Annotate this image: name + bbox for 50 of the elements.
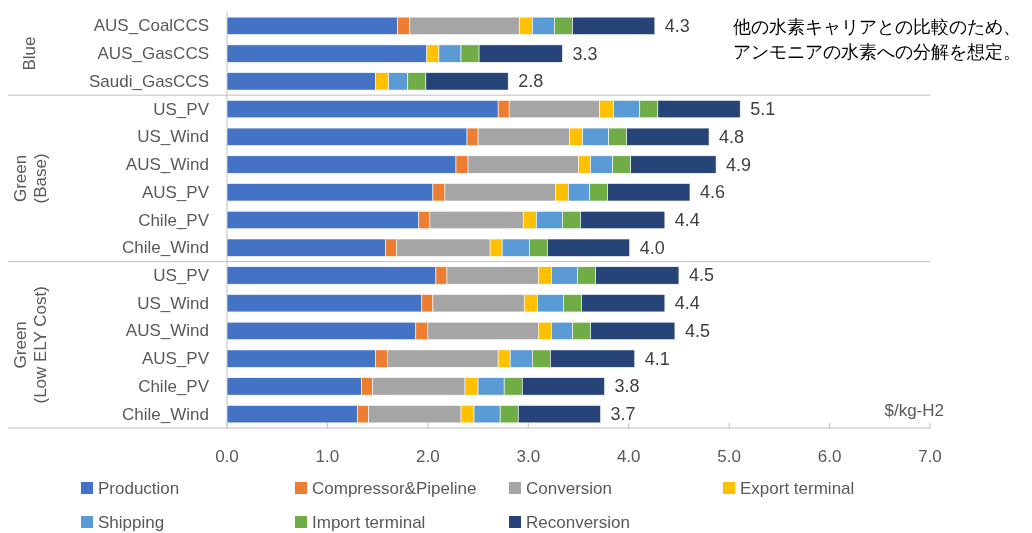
category-label: Chile_PV <box>138 376 209 396</box>
legend-label: Production <box>98 478 180 498</box>
total-label: 4.0 <box>639 237 665 258</box>
group-label: Blue <box>20 36 40 71</box>
group-label: Green (Base) <box>10 153 50 204</box>
total-label: 3.8 <box>614 376 640 397</box>
category-label: US_Wind <box>137 293 209 313</box>
tick-label: 2.0 <box>416 446 440 466</box>
category-label: AUS_Wind <box>125 321 209 341</box>
category-label: Chile_Wind <box>122 238 209 258</box>
axis-title: $/kg-H2 <box>884 400 944 420</box>
category-label: AUS_PV <box>141 182 209 202</box>
total-label: 2.8 <box>518 71 544 92</box>
legend-label: Export terminal <box>740 478 855 498</box>
annotation: 他の水素キャリアとの比較のため、アンモニアの水素への分解を想定。 <box>733 15 1021 62</box>
legend-label: Compressor&Pipeline <box>312 478 477 498</box>
category-label: AUS_Wind <box>125 155 209 175</box>
tick-label: 4.0 <box>616 446 641 466</box>
group-label: Green (Low ELY Cost) <box>10 286 50 404</box>
total-label: 4.4 <box>674 210 700 230</box>
total-label: 5.1 <box>750 99 776 120</box>
total-label: 4.3 <box>664 15 690 36</box>
category-label: US_Wind <box>137 127 209 147</box>
legend-label: Conversion <box>526 478 612 498</box>
legend-label: Shipping <box>98 512 165 532</box>
total-label: 3.3 <box>572 43 598 64</box>
tick-label: 7.0 <box>918 446 942 466</box>
legend-label: Reconversion <box>526 512 630 532</box>
total-label: 3.7 <box>610 404 636 425</box>
category-label: Saudi_GasCCS <box>89 71 209 91</box>
total-label: 4.6 <box>700 182 725 203</box>
tick-label: 5.0 <box>717 446 741 466</box>
total-label: 4.4 <box>674 293 700 314</box>
total-label: 4.5 <box>684 320 710 341</box>
tick-label: 3.0 <box>516 446 541 466</box>
category-label: AUS_GasCCS <box>97 44 209 64</box>
category-label: US_PV <box>153 265 209 285</box>
tick-label: 6.0 <box>817 446 842 466</box>
total-label: 4.1 <box>644 348 670 369</box>
category-label: US_PV <box>153 99 209 119</box>
category-label: Chile_Wind <box>122 404 209 424</box>
total-label: 4.8 <box>719 126 745 147</box>
tick-label: 0.0 <box>215 446 239 466</box>
legend-label: Import terminal <box>312 512 426 532</box>
total-label: 4.5 <box>688 265 714 286</box>
category-label: Chile_PV <box>138 210 209 230</box>
category-label: AUS_CoalCCS <box>93 16 209 36</box>
total-label: 4.9 <box>726 154 752 175</box>
category-label: AUS_PV <box>141 349 209 369</box>
tick-label: 1.0 <box>315 446 340 466</box>
